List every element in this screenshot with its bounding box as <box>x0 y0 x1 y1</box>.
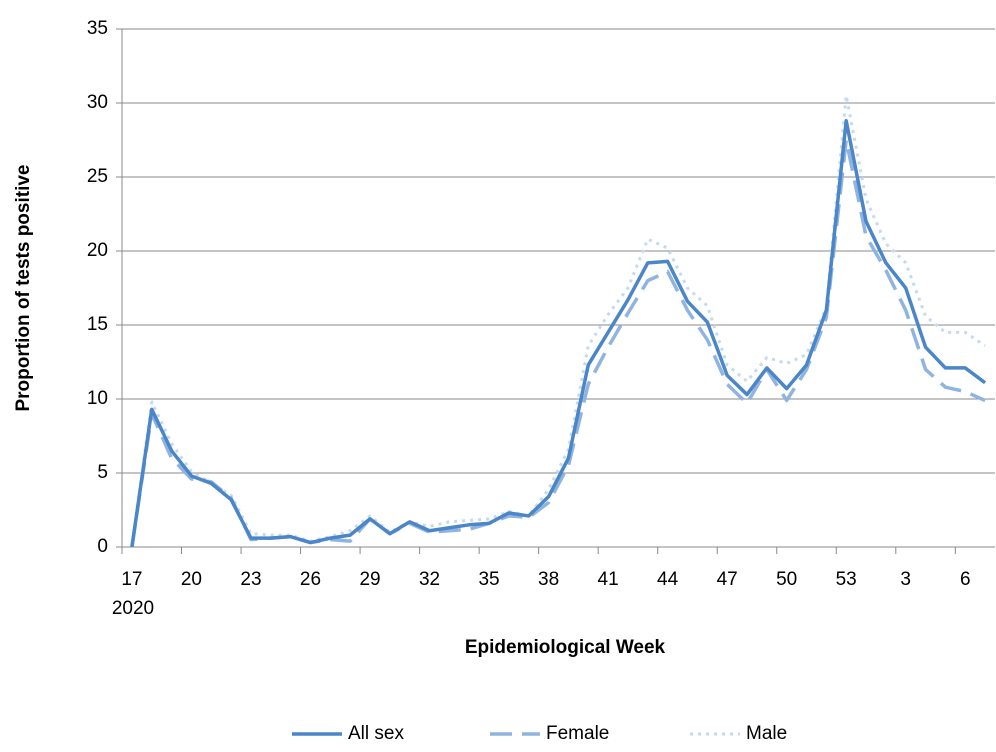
y-axis-title: Proportion of tests positive <box>13 164 34 411</box>
series-line <box>130 138 986 548</box>
y-tick-label: 25 <box>87 166 108 187</box>
x-tick-label: 41 <box>598 569 619 590</box>
x-tick-label: 44 <box>657 569 679 590</box>
year-annotation: 2020 <box>112 598 154 619</box>
x-tick-label: 47 <box>717 569 738 590</box>
x-tick-label: 38 <box>538 569 559 590</box>
y-tick-label: 20 <box>87 240 108 261</box>
y-tick-label: 0 <box>97 536 108 557</box>
x-tick-label: 6 <box>960 569 971 590</box>
x-axis-title: Epidemiological Week <box>465 637 666 658</box>
x-tick-label: 26 <box>300 569 321 590</box>
x-tick-label: 3 <box>900 569 911 590</box>
series-line <box>130 94 986 548</box>
y-tick-label: 10 <box>87 388 108 409</box>
x-tick-label: 17 <box>121 569 142 590</box>
y-tick-label: 5 <box>97 462 108 483</box>
y-tick-label: 15 <box>87 314 108 335</box>
x-tick-label: 53 <box>836 569 857 590</box>
y-tick-label: 35 <box>87 18 108 39</box>
legend-label: Male <box>746 723 787 744</box>
legend-label: All sex <box>348 723 404 744</box>
x-tick-label: 20 <box>181 569 202 590</box>
x-tick-label: 23 <box>240 569 261 590</box>
y-tick-label: 30 <box>87 92 108 113</box>
x-tick-label: 50 <box>776 569 797 590</box>
series-line <box>130 119 987 548</box>
x-tick-label: 35 <box>478 569 499 590</box>
x-tick-label: 32 <box>419 569 440 590</box>
legend-label: Female <box>546 723 609 744</box>
x-tick-label: 29 <box>359 569 380 590</box>
